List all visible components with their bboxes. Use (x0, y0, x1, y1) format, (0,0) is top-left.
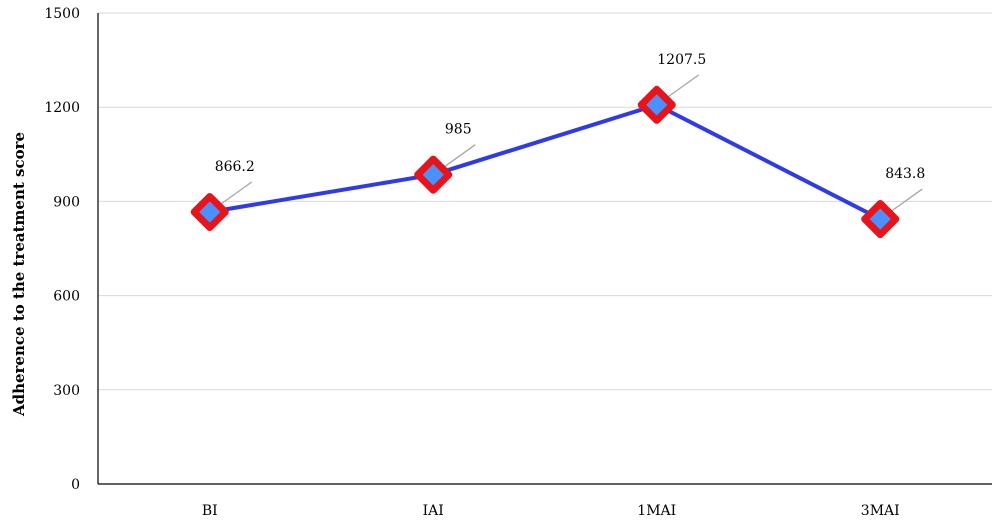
gridlines (98, 12, 992, 391)
data-labels: 866.2 985 1207.5 843.8 (215, 52, 926, 182)
x-tick-label: 1MAI (637, 503, 676, 519)
data-label: 866.2 (215, 159, 255, 175)
x-tick-label: BI (202, 503, 218, 519)
axes (97, 13, 992, 485)
y-tick-label: 600 (53, 289, 80, 305)
data-label: 843.8 (885, 166, 925, 182)
data-point-marker (861, 199, 900, 239)
y-tick-labels: 0 300 600 900 1200 1500 (44, 6, 80, 493)
data-markers (190, 85, 900, 239)
series-line (209, 102, 882, 221)
y-tick-label: 1500 (44, 6, 80, 22)
data-label: 985 (445, 122, 472, 138)
data-point-marker (414, 155, 453, 194)
x-tick-labels: BI IAI 1MAI 3MAI (202, 503, 900, 519)
series-line-path (209, 102, 882, 221)
data-point-marker (190, 192, 229, 232)
y-tick-label: 900 (53, 194, 80, 210)
y-tick-label: 300 (53, 383, 80, 399)
x-tick-label: 3MAI (861, 503, 900, 519)
data-label: 1207.5 (657, 52, 706, 68)
y-tick-label: 0 (71, 477, 80, 493)
x-tick-label: IAI (423, 503, 444, 519)
y-axis-title: Adherence to the treatment score (10, 132, 28, 417)
data-point-marker (637, 85, 676, 124)
y-tick-label: 1200 (44, 100, 80, 116)
data-label-leaders (209, 74, 923, 220)
